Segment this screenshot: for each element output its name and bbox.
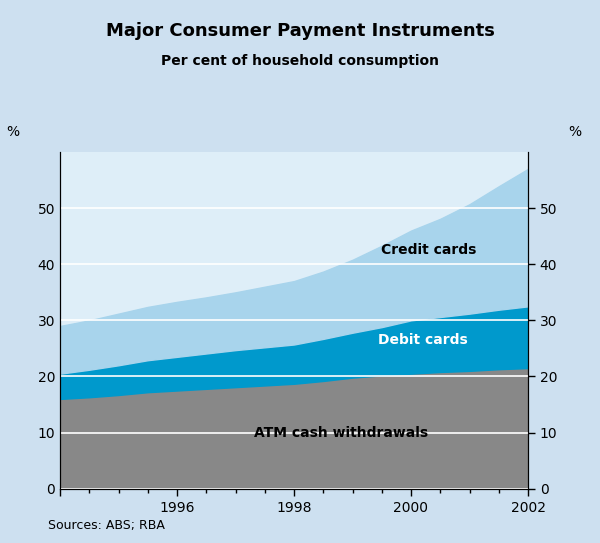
Text: Major Consumer Payment Instruments: Major Consumer Payment Instruments [106,22,494,40]
Text: Per cent of household consumption: Per cent of household consumption [161,54,439,68]
Text: ATM cash withdrawals: ATM cash withdrawals [254,426,428,440]
Text: %: % [568,124,581,138]
Text: Debit cards: Debit cards [378,333,467,347]
Text: %: % [7,124,20,138]
Text: Sources: ABS; RBA: Sources: ABS; RBA [48,519,165,532]
Text: Credit cards: Credit cards [381,243,476,257]
